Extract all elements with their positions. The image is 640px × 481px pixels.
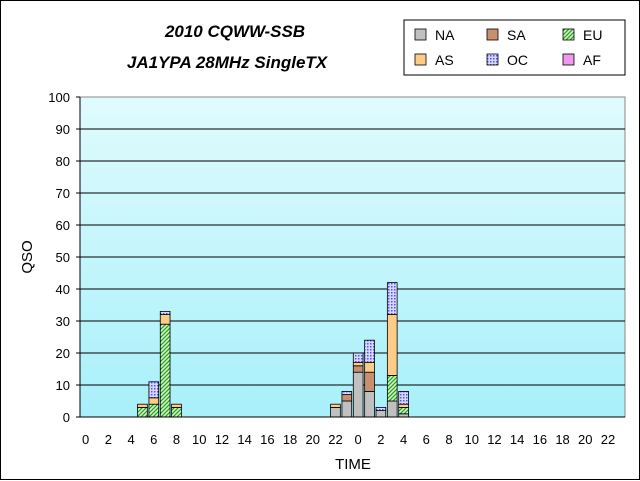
bar-segment-oc	[341, 390, 353, 395]
bars	[137, 282, 409, 418]
x-tick-label: 20	[306, 432, 320, 447]
bar-segment-na	[375, 410, 387, 418]
bar-segment-na	[330, 406, 341, 418]
bar-segment-eu	[148, 403, 160, 418]
x-tick-label: 18	[555, 432, 569, 447]
chart-subtitle: JA1YPA 28MHz SingleTX	[127, 53, 329, 72]
legend-label-as: AS	[435, 52, 454, 68]
bar-segment-na	[341, 400, 353, 418]
bar-segment-as	[398, 403, 409, 408]
x-tick-label: 12	[487, 432, 501, 447]
bar-segment-na	[386, 400, 398, 418]
y-tick-label: 40	[56, 282, 70, 297]
x-tick-label: 6	[423, 432, 430, 447]
bar-segment-oc	[148, 381, 160, 399]
bar-segment-as	[386, 314, 398, 376]
bar-segment-eu	[398, 406, 409, 415]
legend-swatch-oc	[486, 53, 499, 66]
bar-segment-oc	[398, 390, 409, 405]
bar-segment-sa	[364, 371, 375, 392]
bar-segment-sa	[352, 365, 364, 373]
y-tick-labels: 0 10 20 30 40 50 60 70 80 90 100	[48, 90, 80, 425]
bar-segment-na	[352, 371, 364, 418]
y-tick-label: 100	[48, 90, 70, 105]
bar-segment-as	[137, 403, 148, 408]
bar-segment-eu	[386, 374, 398, 402]
x-tick-label: 8	[173, 432, 180, 447]
bar-segment-oc	[386, 282, 398, 316]
y-tick-label: 90	[56, 122, 70, 137]
x-axis-title: TIME	[335, 456, 371, 473]
bar-segment-as	[159, 314, 171, 325]
x-tick-label: 8	[445, 432, 452, 447]
bar-segment-oc	[375, 406, 387, 411]
x-tick-label: 22	[328, 432, 342, 447]
x-tick-label: 0	[355, 432, 362, 447]
legend-swatch-sa	[486, 28, 499, 41]
legend-label-af: AF	[583, 52, 601, 68]
y-tick-label: 70	[56, 186, 70, 201]
bar-segment-eu	[137, 406, 148, 418]
bar-segment-as	[171, 403, 182, 408]
x-tick-label: 4	[400, 432, 407, 447]
x-tick-label: 16	[260, 432, 274, 447]
x-tick-label: 16	[533, 432, 547, 447]
legend-label-na: NA	[435, 27, 455, 43]
bar-segment-eu	[159, 323, 171, 418]
y-tick-label: 60	[56, 218, 70, 233]
y-tick-label: 80	[56, 154, 70, 169]
bar-segment-eu	[171, 406, 182, 418]
chart-title: 2010 CQWW-SSB	[164, 22, 305, 41]
x-tick-labels: 0 2 4 6 8 10 12 14 16 18 20 22 0 2 4 6 8 10 12 14 16 18 20 22	[82, 432, 615, 447]
y-tick-label: 0	[63, 410, 70, 425]
x-tick-label: 2	[105, 432, 112, 447]
legend-swatch-af	[562, 53, 575, 66]
legend-box	[403, 19, 626, 76]
y-tick-label: 50	[56, 250, 70, 265]
bar-segment-oc	[159, 310, 171, 315]
bar-segment-sa	[341, 394, 353, 402]
y-tick-label: 10	[56, 378, 70, 393]
x-tick-label: 12	[215, 432, 229, 447]
legend-swatch-eu	[562, 28, 575, 41]
bar-segment-as	[352, 362, 364, 367]
legend-swatch-as	[414, 53, 427, 66]
bar-segment-as	[148, 397, 160, 405]
x-tick-label: 6	[150, 432, 157, 447]
x-tick-label: 18	[283, 432, 297, 447]
x-tick-label: 10	[192, 432, 206, 447]
x-tick-label: 2	[377, 432, 384, 447]
bar-segment-as	[364, 362, 375, 373]
x-tick-label: 10	[464, 432, 478, 447]
bar-segment-na	[364, 390, 375, 418]
legend-label-sa: SA	[507, 27, 526, 43]
legend-swatch-na	[414, 28, 427, 41]
x-tick-label: 22	[601, 432, 615, 447]
gridlines	[80, 128, 625, 386]
bar-segment-oc	[364, 339, 375, 364]
legend: NA SA EU AS OC AF	[403, 19, 626, 76]
x-tick-label: 14	[510, 432, 524, 447]
x-tick-label: 0	[82, 432, 89, 447]
x-tick-label: 14	[237, 432, 251, 447]
y-axis-title: QSO	[19, 240, 36, 273]
y-tick-label: 30	[56, 314, 70, 329]
x-tick-label: 20	[578, 432, 592, 447]
y-tick-label: 20	[56, 346, 70, 361]
bar-segment-oc	[352, 352, 364, 364]
legend-label-eu: EU	[583, 27, 602, 43]
bar-segment-as	[330, 403, 341, 408]
x-tick-label: 4	[127, 432, 134, 447]
legend-label-oc: OC	[507, 52, 528, 68]
